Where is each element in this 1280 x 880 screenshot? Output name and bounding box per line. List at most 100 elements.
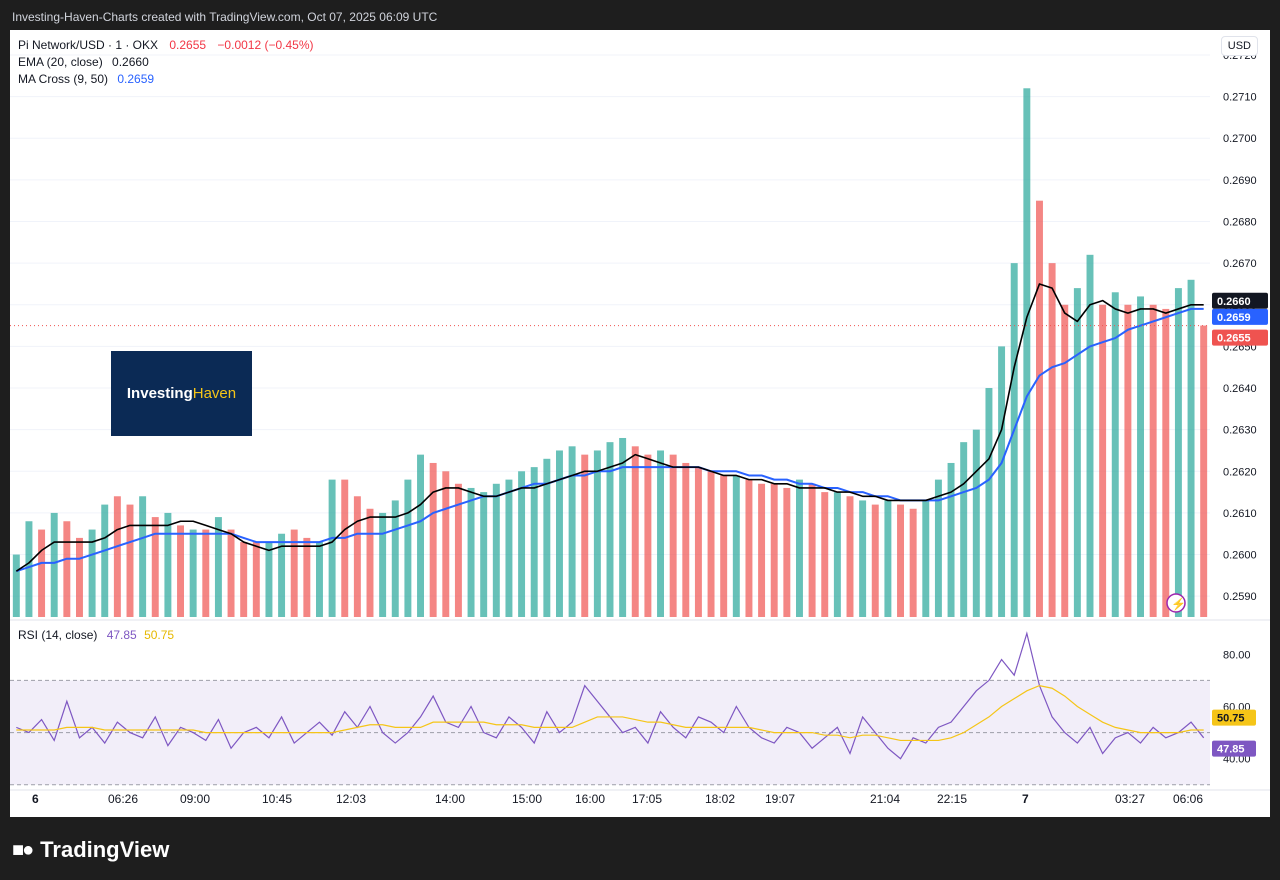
price-bar xyxy=(593,450,601,617)
investinghaven-logo: Investing Haven xyxy=(111,351,252,436)
price-bar xyxy=(290,529,298,617)
price-bar xyxy=(63,521,71,617)
price-bar xyxy=(556,450,563,617)
price-bar xyxy=(808,483,816,617)
legend-ma-label: MA Cross (9, 50) xyxy=(18,72,109,86)
price-bar xyxy=(972,429,980,617)
price-bar xyxy=(720,475,728,617)
price-bar xyxy=(1187,279,1195,617)
price-bar xyxy=(38,529,46,617)
legend-rsi-ma-value: 50.75 xyxy=(144,628,175,642)
price-bar xyxy=(12,554,20,617)
price-bar xyxy=(631,446,639,617)
time-axis-tick: 21:04 xyxy=(870,792,900,806)
price-bar xyxy=(732,475,740,617)
price-axis-tick: 0.2670 xyxy=(1223,258,1257,270)
legend-ma-row: MA Cross (9, 50) 0.2659 xyxy=(18,72,156,86)
price-bar xyxy=(76,537,83,617)
time-axis-tick: 15:00 xyxy=(512,792,542,806)
price-bar xyxy=(505,479,513,617)
logo-part2: Haven xyxy=(192,385,237,402)
legend-ema-value: 0.2660 xyxy=(112,55,149,69)
legend-rsi-row: RSI (14, close) 47.85 50.75 xyxy=(18,628,176,642)
ma-price-label-bg xyxy=(1212,308,1268,325)
price-bar xyxy=(1099,304,1107,617)
time-axis-tick: 03:27 xyxy=(1115,792,1145,806)
price-axis-tick: 0.2610 xyxy=(1223,508,1257,520)
legend-ma-value: 0.2659 xyxy=(117,72,155,86)
last-price-label: 0.2655 xyxy=(1217,333,1251,345)
price-bar xyxy=(833,492,841,617)
price-bar xyxy=(391,500,399,617)
price-bar xyxy=(871,504,879,617)
price-bar xyxy=(543,458,551,617)
price-bar xyxy=(1073,288,1081,617)
price-bar xyxy=(480,492,488,617)
chart-panel[interactable]: 0.2590 0.2600 0.2610 0.2620 0.2630 0.2640 0.26… xyxy=(10,30,1270,817)
price-bar xyxy=(707,471,715,617)
chart-svg[interactable]: 0.2590 0.2600 0.2610 0.2620 0.2630 0.2640 0.26… xyxy=(10,30,1270,817)
price-bar xyxy=(530,467,538,617)
price-bar xyxy=(227,529,235,617)
price-bar xyxy=(88,529,96,617)
legend-rsi-label: RSI (14, close) xyxy=(18,628,98,642)
price-bar xyxy=(189,529,197,617)
price-bar xyxy=(796,479,803,617)
price-bar xyxy=(139,496,147,617)
price-bar xyxy=(1174,288,1182,617)
price-bar xyxy=(429,462,437,617)
time-axis-tick: 14:00 xyxy=(435,792,465,806)
chart-header: Investing-Haven-Charts created with Trad… xyxy=(12,10,438,24)
legend-ema-label: EMA (20, close) xyxy=(18,55,103,69)
price-bar xyxy=(467,487,475,617)
ma-price-label: 0.2659 xyxy=(1217,312,1251,324)
price-bar xyxy=(922,500,930,617)
price-bar xyxy=(177,525,184,617)
price-bar xyxy=(568,446,576,617)
price-bar xyxy=(770,483,778,617)
last-price-label-bg xyxy=(1212,329,1268,346)
rsi-ma-line xyxy=(16,685,1204,742)
price-bar xyxy=(934,479,942,617)
price-bar xyxy=(113,496,121,617)
price-bar xyxy=(492,483,500,617)
time-axis-tick: 06:06 xyxy=(1173,792,1203,806)
price-axis-tick: 0.2690 xyxy=(1223,175,1257,187)
currency-button[interactable]: USD xyxy=(1220,36,1258,56)
legend-last: 0.2655 xyxy=(169,38,207,52)
ema-line xyxy=(15,283,1204,572)
price-axis-tick: 0.2630 xyxy=(1223,425,1257,437)
price-bar xyxy=(1010,263,1018,617)
price-axis-tick: 0.2680 xyxy=(1223,217,1257,229)
tradingview-logo-icon: ■● xyxy=(12,838,34,861)
price-bar xyxy=(151,517,159,617)
price-bar xyxy=(644,454,652,617)
price-axis-tick: 0.2640 xyxy=(1223,383,1257,395)
price-bar xyxy=(202,529,210,617)
time-axis-tick: 06:26 xyxy=(108,792,138,806)
price-bar xyxy=(417,454,424,617)
time-axis-tick: 7 xyxy=(1022,792,1029,806)
price-bar xyxy=(1036,200,1043,618)
price-axis-tick: 0.2700 xyxy=(1223,133,1257,145)
ema-price-label: 0.2660 xyxy=(1217,296,1251,308)
price-bar xyxy=(619,437,627,617)
price-bar xyxy=(1023,88,1031,617)
price-bar xyxy=(758,483,766,617)
price-bar xyxy=(581,454,589,617)
price-bar xyxy=(985,388,993,617)
time-axis-tick: 19:07 xyxy=(765,792,795,806)
legend-symbol-row: Pi Network/USD · 1 · OKX 0.2655 −0.0012 … xyxy=(18,38,316,52)
price-bar xyxy=(214,517,222,617)
price-bar xyxy=(1061,304,1069,617)
tradingview-footer[interactable]: ■● TradingView xyxy=(12,837,169,863)
price-bar xyxy=(316,542,323,617)
price-bar xyxy=(366,508,374,617)
price-bar xyxy=(1086,254,1094,617)
time-axis-tick: 18:02 xyxy=(705,792,735,806)
time-axis-tick: 6 xyxy=(32,792,39,806)
rsi-axis-tick: 80.00 xyxy=(1223,649,1251,661)
time-axis-tick: 17:05 xyxy=(632,792,662,806)
price-bar xyxy=(909,508,917,617)
price-bar xyxy=(1149,304,1157,617)
